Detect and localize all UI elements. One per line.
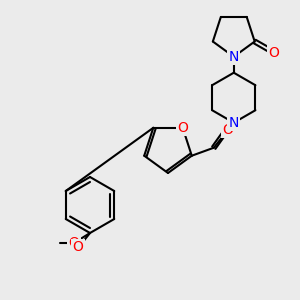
Text: N: N — [229, 50, 239, 64]
Text: O: O — [268, 46, 279, 59]
Text: O: O — [69, 236, 80, 250]
Text: O: O — [73, 240, 83, 254]
Text: O: O — [177, 121, 188, 135]
Text: O: O — [222, 123, 233, 137]
Text: N: N — [229, 116, 239, 130]
